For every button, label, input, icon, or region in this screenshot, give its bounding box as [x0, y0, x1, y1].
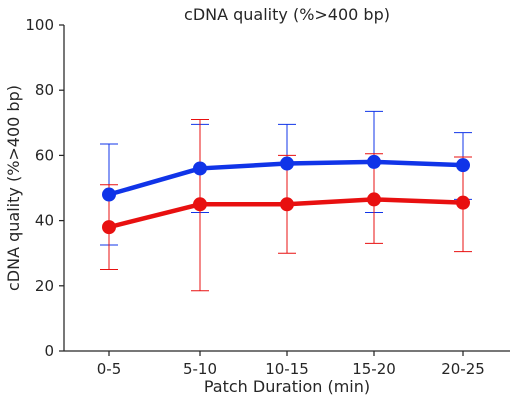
data-point	[102, 220, 116, 235]
data-point	[367, 154, 381, 169]
data-point	[280, 197, 294, 212]
y-tick-label: 60	[35, 146, 54, 164]
x-tick-label: 5-10	[183, 360, 217, 378]
x-tick-label: 10-15	[265, 360, 309, 378]
data-point	[456, 195, 470, 210]
series-lines	[106, 159, 466, 230]
data-point	[193, 197, 207, 212]
data-point	[280, 156, 294, 171]
chart-title: cDNA quality (%>400 bp)	[184, 5, 390, 24]
x-axis-title: Patch Duration (min)	[204, 377, 370, 396]
y-tick-label: 100	[25, 16, 54, 34]
x-tick-label: 0-5	[97, 360, 122, 378]
data-point	[456, 158, 470, 173]
data-point	[102, 187, 116, 202]
y-tick-label: 40	[35, 212, 54, 230]
y-tick-label: 20	[35, 277, 54, 295]
x-tick-label: 20-25	[441, 360, 485, 378]
data-point	[367, 192, 381, 207]
x-tick-label: 15-20	[352, 360, 396, 378]
axes: 0 20 40 60 80 100 0-5 5-10 10-15 15-20 20-25	[25, 16, 510, 378]
y-tick-label: 0	[44, 342, 54, 360]
y-axis-title: cDNA quality (%>400 bp)	[4, 85, 23, 291]
data-point	[193, 161, 207, 176]
y-tick-label: 80	[35, 81, 54, 99]
series-markers	[102, 154, 470, 235]
